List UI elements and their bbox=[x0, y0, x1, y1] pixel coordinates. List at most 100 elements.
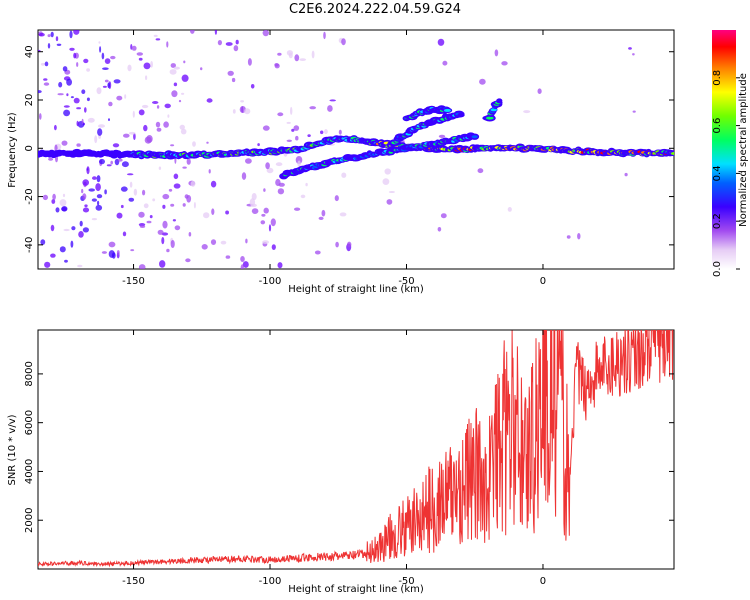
spectrogram-noise-blob bbox=[116, 250, 120, 256]
spectrogram-noise-blob bbox=[338, 129, 342, 135]
spectrogram-noise-blob bbox=[290, 106, 293, 115]
spectrogram-noise-blob bbox=[152, 101, 159, 104]
spectrogram-noise-blob bbox=[95, 183, 101, 192]
x-tick-label: -150 bbox=[122, 276, 145, 287]
spectrogram-noise-blob bbox=[63, 105, 70, 108]
spectrogram-noise-blob bbox=[153, 34, 158, 38]
spectrogram-noise-blob bbox=[104, 58, 111, 64]
spectrogram-noise-blob bbox=[286, 50, 293, 56]
spectrogram-noise-blob bbox=[118, 158, 123, 162]
spectrogram-noise-blob bbox=[220, 240, 227, 245]
spectrogram-noise-blob bbox=[133, 133, 136, 140]
spectrogram-noise-blob bbox=[334, 195, 339, 202]
spectrogram-noise-blob bbox=[132, 110, 135, 118]
spectrogram-noise-blob bbox=[274, 63, 280, 69]
spectrogram-noise-blob bbox=[262, 125, 270, 131]
bottom-xlabel: Height of straight line (km) bbox=[288, 584, 424, 595]
spectrogram-noise-blob bbox=[159, 260, 166, 268]
spectrogram-noise-blob bbox=[277, 52, 282, 56]
spectrogram-noise-blob bbox=[66, 93, 69, 97]
spectrogram-noise-blob bbox=[73, 52, 77, 59]
spectrogram-noise-blob bbox=[299, 58, 307, 61]
colorbar-tick-label: 0.4 bbox=[712, 165, 723, 181]
spectrogram-noise-blob bbox=[61, 140, 68, 146]
spectrogram-noise-blob bbox=[190, 30, 195, 34]
spectrogram-noise-blob bbox=[70, 96, 74, 99]
spectrogram-noise-blob bbox=[438, 134, 446, 138]
spectrogram-noise-blob bbox=[81, 188, 84, 194]
spectrogram-noise-blob bbox=[168, 188, 173, 192]
spectrogram-noise-blob bbox=[113, 79, 121, 84]
spectrogram-noise-blob bbox=[242, 261, 249, 268]
spectrogram-noise-blob bbox=[335, 241, 339, 248]
spectrogram-noise-blob bbox=[150, 61, 154, 68]
spectrogram-noise-blob bbox=[55, 207, 60, 213]
y-tick-label: 6000 bbox=[24, 410, 35, 435]
spectrogram-noise-blob bbox=[232, 109, 236, 114]
spectrogram-noise-blob bbox=[437, 38, 445, 46]
spectrogram-noise-blob bbox=[188, 232, 192, 237]
spectrogram-noise-blob bbox=[186, 158, 191, 165]
top-xlabel: Height of straight line (km) bbox=[288, 284, 424, 295]
spectrogram-noise-blob bbox=[161, 237, 165, 245]
spectrogram-noise-blob bbox=[173, 183, 181, 189]
spectrogram-noise-blob bbox=[240, 256, 245, 262]
spectrogram-noise-blob bbox=[257, 143, 260, 147]
y-tick-label: 8000 bbox=[24, 361, 35, 386]
spectrogram-noise-blob bbox=[162, 220, 168, 229]
spectrogram-noise-blob bbox=[329, 99, 337, 102]
spectrogram-noise-blob bbox=[120, 186, 128, 192]
spectrogram-noise-blob bbox=[339, 212, 347, 217]
spectrogram-noise-blob bbox=[110, 160, 113, 165]
spectrogram-noise-blob bbox=[104, 189, 107, 195]
spectrogram-noise-blob bbox=[96, 87, 102, 95]
spectrogram-noise-blob bbox=[108, 118, 110, 121]
spectrogram-noise-blob bbox=[262, 30, 269, 37]
spectrogram-noise-blob bbox=[98, 124, 105, 128]
spectrogram-noise-blob bbox=[128, 197, 135, 202]
spectrogram-noise-blob bbox=[76, 143, 81, 147]
spectrogram-noise-blob bbox=[250, 84, 255, 89]
spectrogram-noise-blob bbox=[192, 141, 196, 147]
spectrogram-noise-blob bbox=[170, 63, 176, 68]
spectrogram-noise-blob bbox=[309, 106, 317, 110]
spectrogram-noise-blob bbox=[305, 182, 308, 187]
trace-core-blob bbox=[443, 108, 451, 112]
spectrogram-noise-blob bbox=[112, 143, 120, 148]
spectrogram-noise-blob bbox=[39, 113, 42, 120]
spectrogram-noise-blob bbox=[341, 172, 347, 178]
top-ylabel: Frequency (Hz) bbox=[7, 112, 18, 188]
spectrogram-noise-blob bbox=[166, 248, 170, 253]
spectrogram-noise-blob bbox=[73, 30, 80, 35]
x-tick-label: 0 bbox=[540, 576, 546, 587]
spectrogram-noise-blob bbox=[76, 62, 79, 67]
spectrogram-noise-blob bbox=[307, 134, 311, 138]
spectrogram-noise-blob bbox=[628, 47, 632, 50]
spectrogram-noise-blob bbox=[318, 216, 324, 220]
spectrogram-noise-blob bbox=[84, 204, 88, 208]
spectrogram-noise-blob bbox=[225, 42, 233, 46]
trace-core-blob bbox=[670, 152, 674, 155]
spectrogram-noise-blob bbox=[320, 130, 324, 135]
spectrogram-noise-blob bbox=[143, 124, 148, 132]
spectrogram-noise-blob bbox=[241, 172, 247, 180]
spectrogram-noise-blob bbox=[295, 156, 303, 164]
spectrogram-noise-blob bbox=[99, 158, 105, 165]
spectrogram-noise-blob bbox=[59, 246, 66, 253]
spectrogram-noise-blob bbox=[217, 40, 222, 46]
spectrogram-noise-blob bbox=[442, 60, 448, 66]
spectrogram-noise-blob bbox=[82, 193, 87, 200]
spectrogram-noise-blob bbox=[38, 32, 45, 37]
colorbar-gradient bbox=[712, 30, 736, 269]
spectrogram-noise-blob bbox=[69, 30, 73, 39]
spectrogram-noise-blob bbox=[291, 128, 295, 132]
spectrogram-noise-blob bbox=[38, 90, 42, 94]
spectrogram-noise-blob bbox=[183, 60, 186, 64]
colorbar-tick-label: 0.2 bbox=[712, 213, 723, 229]
spectrogram-noise-blob bbox=[104, 79, 109, 83]
spectrogram-noise-blob bbox=[270, 218, 276, 227]
spectrogram-noise-blob bbox=[632, 110, 636, 113]
spectrogram-noise-blob bbox=[44, 261, 51, 268]
spectrogram-noise-blob bbox=[76, 120, 79, 127]
